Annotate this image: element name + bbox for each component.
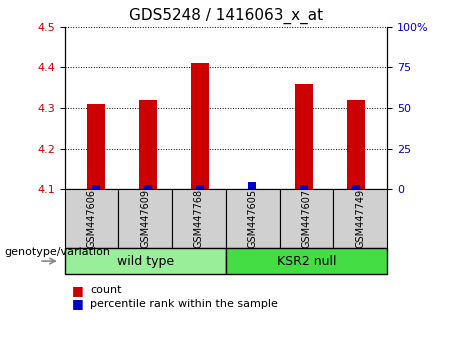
Bar bbox=[300, 185, 308, 189]
Text: ■: ■ bbox=[71, 297, 83, 310]
Text: count: count bbox=[90, 285, 121, 295]
Bar bbox=[196, 185, 204, 189]
Text: GSM447605: GSM447605 bbox=[248, 189, 258, 248]
Text: percentile rank within the sample: percentile rank within the sample bbox=[90, 299, 278, 309]
Bar bbox=[144, 185, 152, 189]
Text: GSM447768: GSM447768 bbox=[194, 189, 204, 248]
Bar bbox=[352, 185, 360, 189]
Text: GSM447607: GSM447607 bbox=[301, 189, 312, 248]
Text: wild type: wild type bbox=[117, 255, 174, 268]
Bar bbox=[92, 185, 100, 189]
Text: GSM447609: GSM447609 bbox=[140, 189, 150, 248]
Text: KSR2 null: KSR2 null bbox=[277, 255, 337, 268]
Text: GSM447606: GSM447606 bbox=[86, 189, 96, 248]
Bar bbox=[87, 104, 105, 189]
Bar bbox=[295, 84, 313, 189]
Bar bbox=[347, 100, 365, 189]
Text: ■: ■ bbox=[71, 284, 83, 297]
Title: GDS5248 / 1416063_x_at: GDS5248 / 1416063_x_at bbox=[129, 7, 323, 24]
Bar bbox=[248, 182, 256, 189]
Bar bbox=[139, 100, 157, 189]
Text: genotype/variation: genotype/variation bbox=[5, 247, 111, 257]
Bar bbox=[191, 63, 209, 189]
Text: GSM447749: GSM447749 bbox=[355, 189, 366, 248]
